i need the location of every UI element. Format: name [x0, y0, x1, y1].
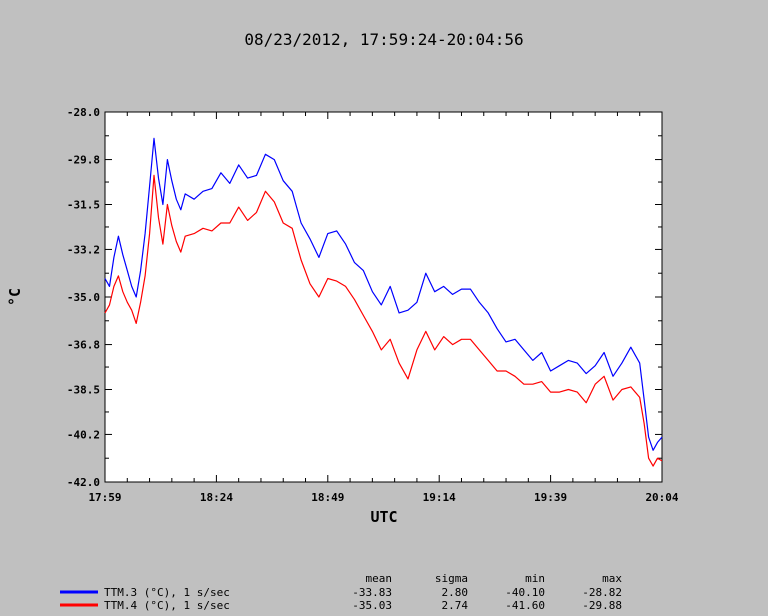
series-group: [104, 137, 663, 467]
y-tick-label: -36.8: [67, 339, 100, 352]
x-axis: 17:59 18:24 18:49 19:14 19:39 20:04: [88, 112, 679, 504]
y-tick-label: -38.5: [67, 384, 100, 397]
y-axis-label: °C: [6, 288, 24, 306]
y-tick-label: -40.2: [67, 428, 100, 441]
stat-min-ttm4: -41.60: [505, 599, 545, 612]
legend-label-ttm4: TTM.4 (°C), 1 s/sec: [104, 599, 230, 612]
x-tick-label: 17:59: [88, 491, 121, 504]
stats-header-min: min: [525, 572, 545, 585]
x-tick-label: 19:39: [534, 491, 567, 504]
stat-sigma-ttm3: 2.80: [442, 586, 469, 599]
stat-max-ttm3: -28.82: [582, 586, 622, 599]
stats-header-mean: mean: [366, 572, 393, 585]
chart-title: 08/23/2012, 17:59:24-20:04:56: [244, 30, 523, 49]
y-tick-label: -33.2: [67, 243, 100, 256]
y-tick-label: -31.5: [67, 199, 100, 212]
y-tick-label: -35.0: [67, 291, 100, 304]
stats-header-sigma: sigma: [435, 572, 468, 585]
y-tick-label: -28.0: [67, 106, 100, 119]
series-line-ttm4: [104, 174, 663, 467]
stat-max-ttm4: -29.88: [582, 599, 622, 612]
y-tick-label: -29.8: [67, 154, 100, 167]
series-line-ttm3: [104, 137, 663, 451]
stat-min-ttm3: -40.10: [505, 586, 545, 599]
stats-header-max: max: [602, 572, 622, 585]
x-tick-label: 18:24: [200, 491, 233, 504]
stat-mean-ttm3: -33.83: [352, 586, 392, 599]
plot-area: [104, 111, 663, 483]
stat-sigma-ttm4: 2.74: [442, 599, 469, 612]
y-tick-label: -42.0: [67, 476, 100, 489]
x-axis-label: UTC: [370, 508, 397, 526]
y-axis: -28.0 -29.8 -31.5 -33.2 -35.0 -36.8 -38.5 -40.2…: [67, 106, 662, 489]
stat-mean-ttm4: -35.03: [352, 599, 392, 612]
x-tick-label: 19:14: [423, 491, 456, 504]
x-tick-label: 20:04: [645, 491, 678, 504]
stats-table: mean sigma min max TTM.3 (°C), 1 s/sec -…: [60, 572, 622, 612]
legend-label-ttm3: TTM.3 (°C), 1 s/sec: [104, 586, 230, 599]
x-tick-label: 18:49: [311, 491, 344, 504]
